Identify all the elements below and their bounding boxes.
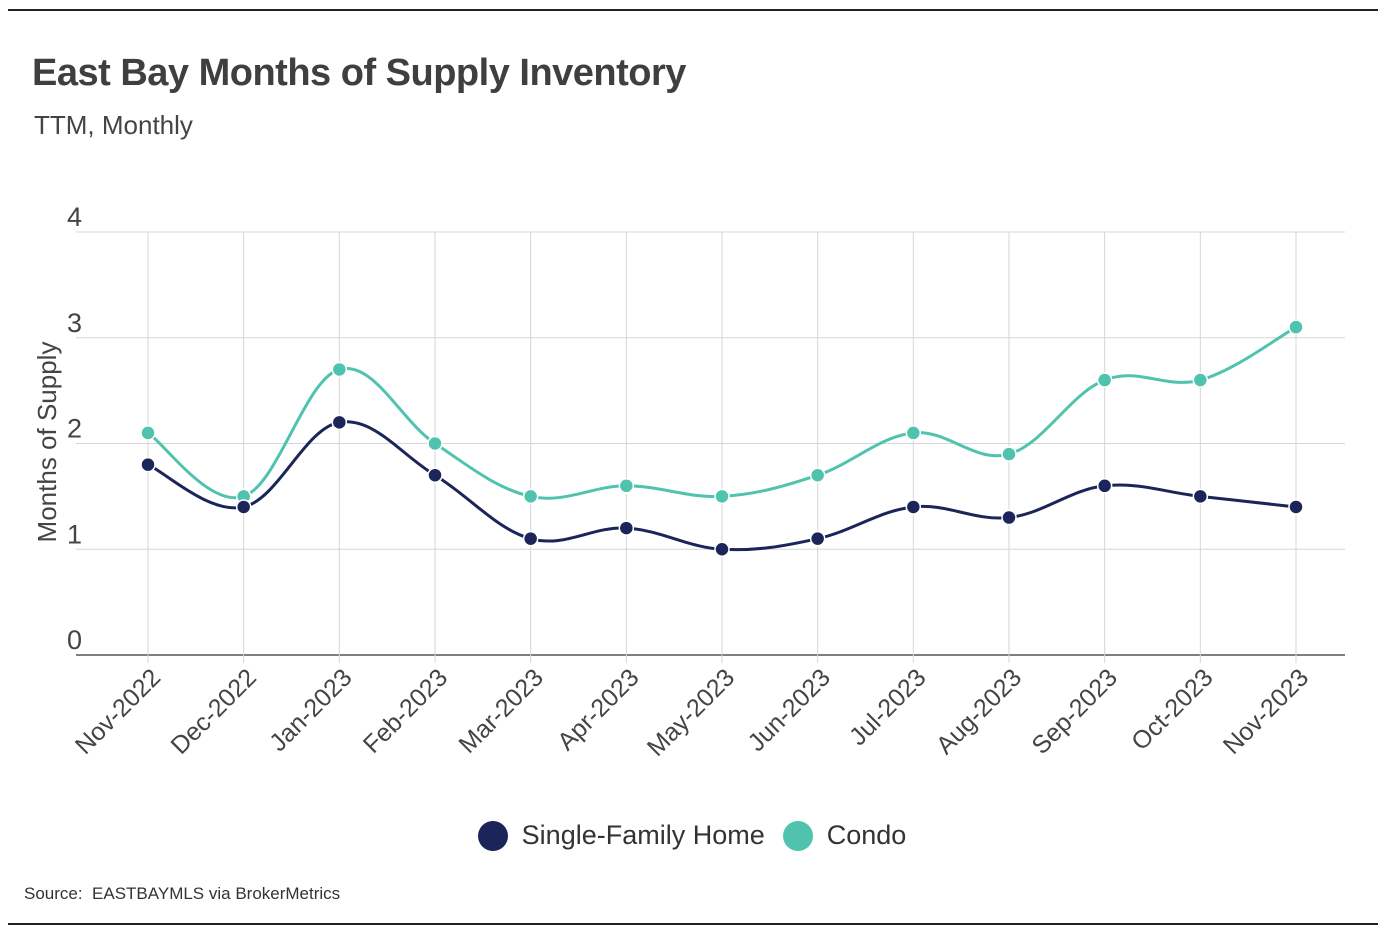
- legend-swatch-condo: [782, 820, 813, 851]
- legend-swatch-single-family: [477, 820, 508, 851]
- point-single-family-home: [618, 520, 635, 536]
- point-single-family-home: [809, 530, 826, 547]
- y-axis-ticks: 0 1 2 3 4: [67, 202, 82, 655]
- x-tick-label: Nov-2022: [70, 663, 166, 759]
- x-axis-ticks: Nov-2022 Dec-2022 Jan-2023 Feb-2023 Mar-2023…: [70, 663, 1314, 761]
- grid-lines: [76, 231, 1345, 663]
- point-condo: [140, 425, 156, 441]
- point-condo: [427, 435, 443, 452]
- x-tick-label: Jul-2023: [844, 663, 932, 751]
- y-tick-label: 0: [67, 625, 82, 655]
- x-tick-label: Apr-2023: [552, 663, 645, 756]
- y-axis-label: Months of Supply: [32, 342, 62, 543]
- point-single-family-home: [140, 456, 156, 473]
- point-condo: [809, 467, 826, 483]
- chart-subtitle: TTM, Monthly: [34, 110, 193, 140]
- source-note: Source: EASTBAYMLS via BrokerMetrics: [24, 884, 341, 903]
- legend-item-condo: Condo: [782, 820, 907, 851]
- point-single-family-home: [905, 499, 922, 515]
- legend-label-single-family: Single-Family Home: [521, 820, 765, 850]
- x-tick-label: May-2023: [642, 663, 740, 761]
- x-tick-label: Oct-2023: [1126, 663, 1219, 756]
- legend-label-condo: Condo: [826, 820, 907, 850]
- y-tick-label: 3: [67, 308, 82, 338]
- legend: Single-Family Home Condo: [0, 820, 1384, 851]
- point-condo: [522, 488, 539, 505]
- x-tick-label: Feb-2023: [358, 663, 453, 758]
- y-tick-label: 1: [67, 519, 82, 549]
- data-points: [140, 319, 1304, 557]
- point-single-family-home: [427, 467, 443, 483]
- point-condo: [1288, 319, 1304, 335]
- legend-item-single-family: Single-Family Home: [477, 820, 765, 851]
- y-tick-label: 2: [67, 414, 82, 444]
- point-condo: [1192, 372, 1209, 388]
- point-condo: [714, 488, 730, 505]
- point-single-family-home: [235, 499, 252, 515]
- point-condo: [905, 425, 922, 441]
- y-tick-label: 4: [67, 202, 82, 232]
- point-single-family-home: [1288, 499, 1304, 515]
- point-single-family-home: [1096, 478, 1113, 494]
- top-rule: [8, 9, 1378, 11]
- x-tick-label: Dec-2022: [165, 663, 261, 759]
- bottom-rule: [8, 923, 1378, 925]
- point-single-family-home: [331, 414, 348, 431]
- point-single-family-home: [714, 541, 730, 557]
- x-tick-label: Jan-2023: [264, 663, 358, 757]
- x-tick-label: Jun-2023: [742, 663, 836, 757]
- x-tick-label: Sep-2023: [1026, 663, 1122, 759]
- point-condo: [618, 478, 635, 494]
- point-single-family-home: [1192, 488, 1209, 505]
- point-single-family-home: [522, 530, 539, 547]
- x-tick-label: Aug-2023: [931, 663, 1027, 759]
- series-line-single-family-home: [147, 420, 1297, 552]
- x-tick-label: Mar-2023: [453, 663, 548, 758]
- point-condo: [1096, 372, 1113, 388]
- point-condo: [331, 361, 348, 378]
- chart-title: East Bay Months of Supply Inventory: [32, 52, 686, 94]
- point-single-family-home: [1001, 509, 1017, 526]
- point-condo: [1001, 446, 1017, 462]
- x-tick-label: Nov-2023: [1218, 663, 1314, 759]
